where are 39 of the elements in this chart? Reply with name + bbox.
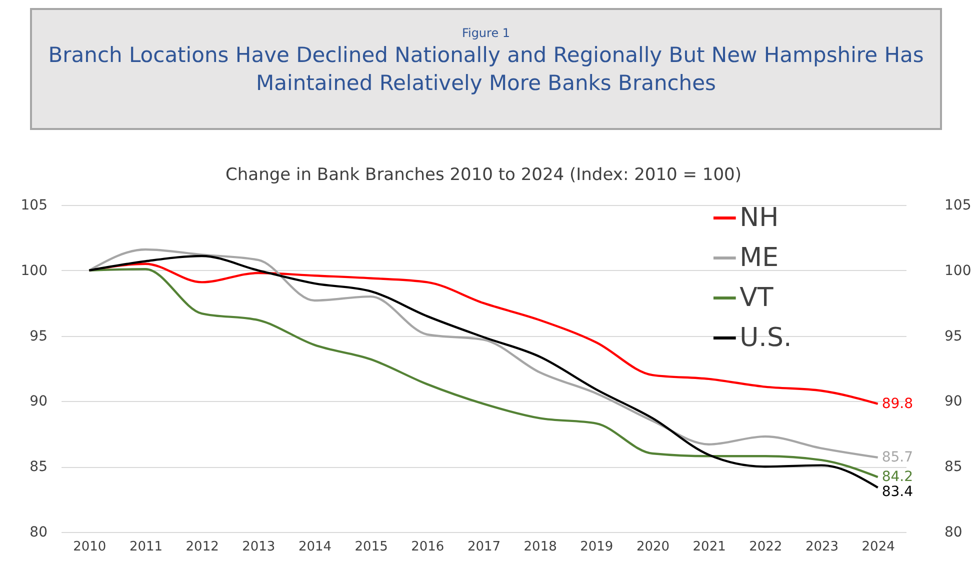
x-tick-label: 2012 — [186, 540, 219, 554]
x-tick-label: 2013 — [242, 540, 276, 554]
x-tick-label: 2014 — [298, 540, 332, 554]
x-tick-label: 2018 — [524, 540, 557, 554]
x-tick-label: 2023 — [805, 540, 839, 554]
caption: Figure 1 — [462, 26, 510, 40]
x-tick-label: 2024 — [862, 540, 895, 554]
x-tick-label: 2010 — [73, 540, 106, 554]
legend-label: ME — [740, 243, 779, 273]
y2-tick-label: 85 — [944, 459, 962, 476]
y2-tick-label: 90 — [944, 394, 962, 410]
x-tick-label: 2016 — [411, 540, 444, 554]
x-tick-label: 2020 — [636, 540, 670, 554]
y2-tick-label: 95 — [944, 328, 962, 344]
x-tick-label: 2022 — [749, 540, 782, 554]
x-tick-label: 2021 — [692, 540, 726, 554]
data-label: 89.8 — [882, 396, 914, 412]
legend-label: VT — [740, 283, 774, 313]
y-tick-label: 100 — [20, 262, 48, 279]
y2-tick-label: 105 — [944, 198, 972, 214]
y-tick-label: 95 — [30, 328, 48, 344]
x-tick-label: 2017 — [467, 540, 501, 554]
y-tick-label: 80 — [30, 524, 48, 540]
x-tick-label: 2011 — [129, 540, 163, 554]
data-label: 85.7 — [882, 449, 914, 466]
data-label: 84.2 — [882, 469, 914, 486]
y2-tick-label: 100 — [944, 262, 972, 279]
x-tick-label: 2019 — [580, 540, 614, 554]
x-tick-label: 2015 — [354, 540, 388, 554]
legend-label: U.S. — [740, 323, 792, 353]
chart-title: Branch Locations Have Declined Nationally and Regionally But New Hampshire Has Maintained Relatively More Banks Branches — [48, 43, 924, 95]
y-tick-label: 85 — [30, 459, 48, 476]
legend-label: NH — [740, 203, 779, 233]
line-series — [88, 248, 879, 459]
y2-tick-label: 80 — [944, 524, 962, 540]
y-tick-label: 105 — [20, 198, 48, 214]
chart-subtitle: Change in Bank Branches 2010 to 2024 (Index: 2010 = 100) — [226, 165, 742, 185]
y-tick-label: 90 — [30, 394, 48, 410]
data-label: 83.4 — [882, 484, 914, 500]
